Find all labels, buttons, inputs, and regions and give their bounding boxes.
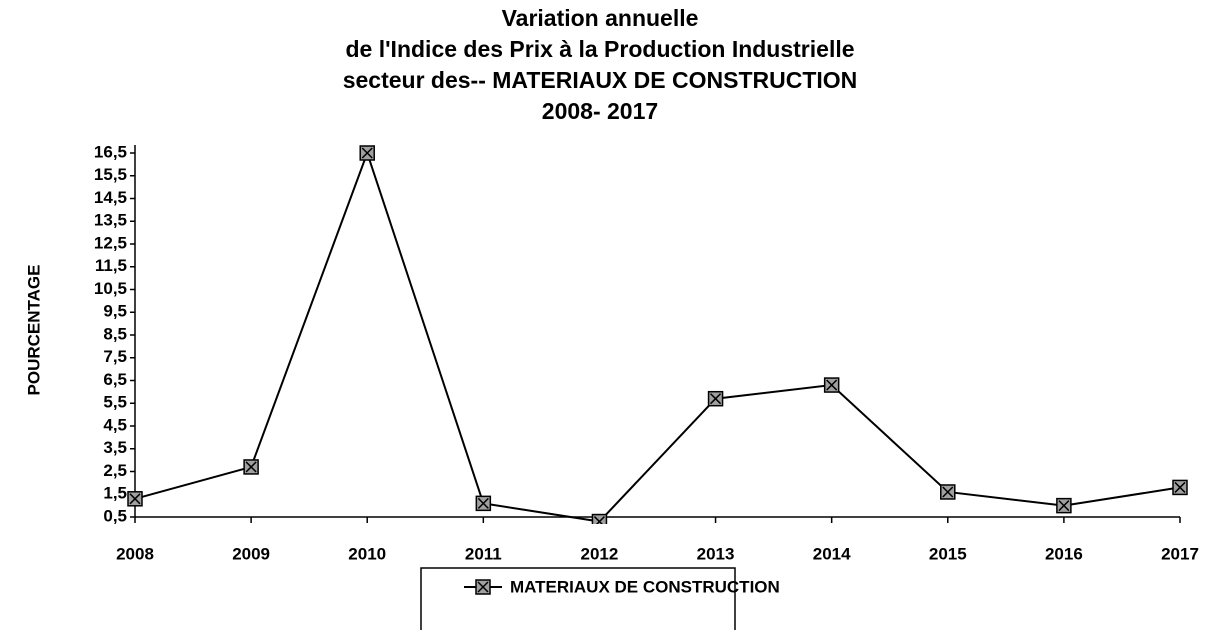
marker-cross (245, 461, 257, 473)
chart-title: Variation annuelle (502, 5, 699, 31)
marker-cross (710, 393, 722, 405)
y-tick-label: 9,5 (103, 302, 127, 321)
chart-title: de l'Indice des Prix à la Production Ind… (345, 36, 854, 62)
data-point (823, 377, 840, 393)
y-tick-label: 16,5 (94, 142, 127, 161)
data-point (475, 495, 492, 512)
marker-cross (129, 493, 141, 505)
marker-cross (942, 486, 954, 498)
x-tick-label: 2009 (232, 544, 270, 563)
data-point (243, 459, 259, 475)
x-tick-label: 2014 (813, 544, 851, 563)
y-tick-label: 7,5 (103, 347, 127, 366)
legend-marker (475, 579, 491, 595)
marker-cross (477, 581, 489, 593)
data-point (1172, 479, 1188, 496)
data-point (359, 145, 375, 161)
x-tick-label: 2016 (1045, 544, 1083, 563)
data-point (707, 390, 724, 407)
data-point (127, 491, 143, 507)
marker-cross (826, 379, 838, 391)
y-tick-label: 3,5 (103, 438, 127, 457)
chart-title: 2008- 2017 (542, 98, 658, 124)
y-tick-label: 13,5 (94, 211, 127, 230)
marker-cross (593, 516, 605, 524)
marker-cross (1174, 481, 1186, 493)
y-axis-label: POURCENTAGE (24, 265, 43, 396)
y-tick-label: 2,5 (103, 461, 127, 480)
marker-box (591, 513, 608, 524)
y-tick-label: 12,5 (94, 233, 127, 252)
plot-area (127, 145, 1188, 524)
data-point (1056, 497, 1072, 514)
x-tick-label: 2011 (465, 544, 502, 563)
x-tick-label: 2017 (1161, 544, 1199, 563)
data-point (591, 513, 608, 524)
y-tick-label: 10,5 (94, 279, 127, 298)
marker-cross (361, 147, 373, 159)
chart-title: secteur des-- MATERIAUX DE CONSTRUCTION (343, 67, 858, 93)
x-tick-label: 2010 (348, 544, 386, 563)
y-tick-label: 14,5 (94, 188, 127, 207)
y-tick-label: 11,5 (95, 256, 127, 275)
x-tick-label: 2013 (697, 544, 735, 563)
y-tick-label: 0,5 (103, 506, 127, 525)
y-tick-label: 6,5 (103, 370, 127, 389)
x-tick-label: 2012 (581, 544, 619, 563)
y-tick-label: 5,5 (103, 393, 127, 412)
marker-cross (1058, 500, 1070, 512)
x-tick-label: 2015 (929, 544, 967, 563)
y-tick-label: 1,5 (103, 484, 127, 503)
legend-box (420, 567, 736, 630)
marker-cross (477, 497, 489, 509)
series-line (134, 149, 1181, 523)
y-tick-label: 8,5 (103, 324, 127, 343)
y-tick-label: 4,5 (103, 415, 127, 434)
data-point (940, 484, 956, 500)
y-tick-label: 15,5 (94, 165, 127, 184)
x-tick-label: 2008 (116, 544, 154, 563)
legend-label: MATERIAUX DE CONSTRUCTION (510, 577, 780, 596)
